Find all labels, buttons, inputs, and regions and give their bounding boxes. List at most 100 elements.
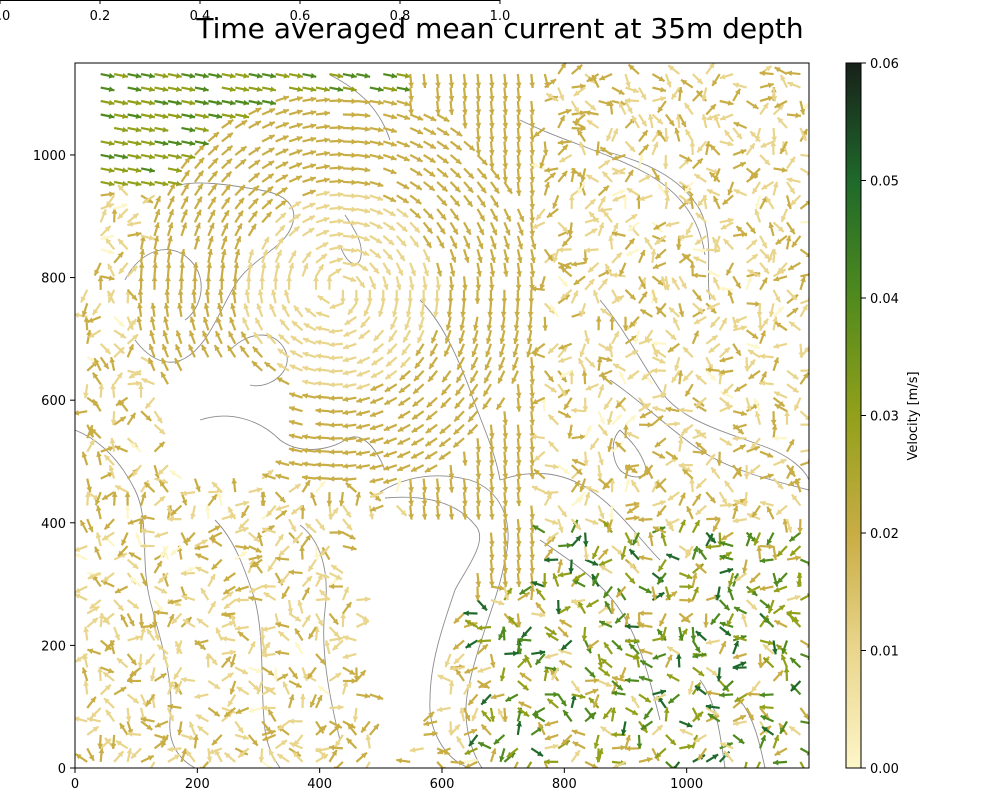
arrow-head <box>364 98 371 105</box>
arrow-head <box>548 414 555 421</box>
arrow-head <box>183 619 190 625</box>
arrow-head <box>295 628 301 635</box>
arrow-head <box>242 500 249 507</box>
arrow-head <box>467 428 474 435</box>
current-arrow <box>497 626 506 641</box>
arrow-head <box>195 209 202 216</box>
current-arrow <box>330 564 344 574</box>
current-arrow <box>139 626 146 641</box>
current-arrow <box>368 275 377 290</box>
current-arrow <box>409 262 417 277</box>
arrow-head <box>342 383 349 389</box>
arrow-head <box>268 525 275 531</box>
arrow-head <box>140 514 147 521</box>
current-arrow <box>500 316 506 331</box>
current-arrow <box>140 113 156 120</box>
current-arrow <box>344 315 357 326</box>
arrow-head <box>251 361 258 367</box>
arrow-head <box>174 754 181 760</box>
current-arrow <box>293 304 304 318</box>
current-arrow <box>261 473 276 480</box>
current-arrow <box>426 396 438 409</box>
arrow-head <box>370 398 377 404</box>
current-arrow <box>543 181 550 196</box>
current-arrow <box>135 532 143 547</box>
current-arrow <box>140 514 155 521</box>
arrow-head <box>530 257 536 264</box>
current-arrow <box>163 302 170 317</box>
arrow-head <box>175 140 182 147</box>
arrow-head <box>230 613 236 620</box>
current-arrow <box>516 235 524 250</box>
arrow-head <box>149 113 155 120</box>
current-arrow <box>154 477 169 484</box>
arrow-head <box>529 203 536 210</box>
current-arrow <box>448 276 455 291</box>
current-arrow <box>288 666 299 680</box>
arrow-head <box>408 95 414 102</box>
current-arrow <box>302 149 317 157</box>
current-arrow <box>502 451 509 466</box>
current-arrow <box>154 126 169 133</box>
current-arrow <box>396 86 411 93</box>
arrow-head <box>337 636 344 642</box>
current-arrow <box>412 383 425 395</box>
current-arrow <box>281 304 291 318</box>
current-arrow <box>315 518 326 531</box>
arrow-head <box>502 82 509 88</box>
arrow-head <box>401 225 408 232</box>
arrow-head <box>488 284 495 291</box>
current-arrow <box>221 649 236 656</box>
arrow-head <box>453 428 460 435</box>
current-arrow <box>441 370 452 383</box>
current-arrow <box>454 383 465 397</box>
arrow-head <box>253 185 259 192</box>
arrow-head <box>146 724 153 730</box>
arrow-head <box>296 149 303 155</box>
arrow-head <box>529 230 536 237</box>
current-arrow <box>544 172 557 183</box>
current-arrow <box>118 262 129 275</box>
arrow-head <box>262 249 268 256</box>
current-arrow <box>506 747 519 759</box>
current-arrow <box>207 170 219 183</box>
arrow-head <box>440 213 446 220</box>
arrow-head <box>416 128 423 135</box>
current-arrow <box>261 652 276 658</box>
current-arrow <box>75 552 88 561</box>
current-arrow <box>159 545 169 559</box>
current-arrow <box>502 262 509 277</box>
current-arrow <box>185 750 196 763</box>
arrow-head <box>239 185 245 191</box>
current-arrow <box>466 423 479 436</box>
current-arrow <box>83 680 89 695</box>
current-arrow <box>436 181 449 193</box>
arrow-head <box>546 493 552 500</box>
current-arrow <box>436 208 447 221</box>
current-arrow <box>476 208 486 222</box>
arrow-head <box>466 200 473 207</box>
current-arrow <box>104 237 116 251</box>
current-arrow <box>475 478 482 493</box>
current-arrow <box>359 316 371 329</box>
arrow-head <box>385 268 391 275</box>
current-arrow <box>544 652 559 660</box>
current-arrow <box>315 325 330 332</box>
current-arrow <box>497 370 506 384</box>
arrow-head <box>502 136 509 142</box>
arrow-head <box>503 257 510 263</box>
current-arrow <box>428 356 439 370</box>
current-arrow <box>236 686 250 696</box>
arrow-head <box>414 226 420 233</box>
arrow-head <box>256 554 263 561</box>
current-arrow <box>435 276 442 291</box>
current-arrow <box>529 181 536 196</box>
arrow-head <box>226 132 233 139</box>
current-arrow <box>472 329 479 345</box>
current-arrow <box>258 748 265 763</box>
current-arrow <box>166 235 173 250</box>
arrow-head <box>130 577 137 584</box>
arrow-head <box>528 298 535 304</box>
arrow-head <box>257 289 264 296</box>
arrow-head <box>304 615 311 622</box>
